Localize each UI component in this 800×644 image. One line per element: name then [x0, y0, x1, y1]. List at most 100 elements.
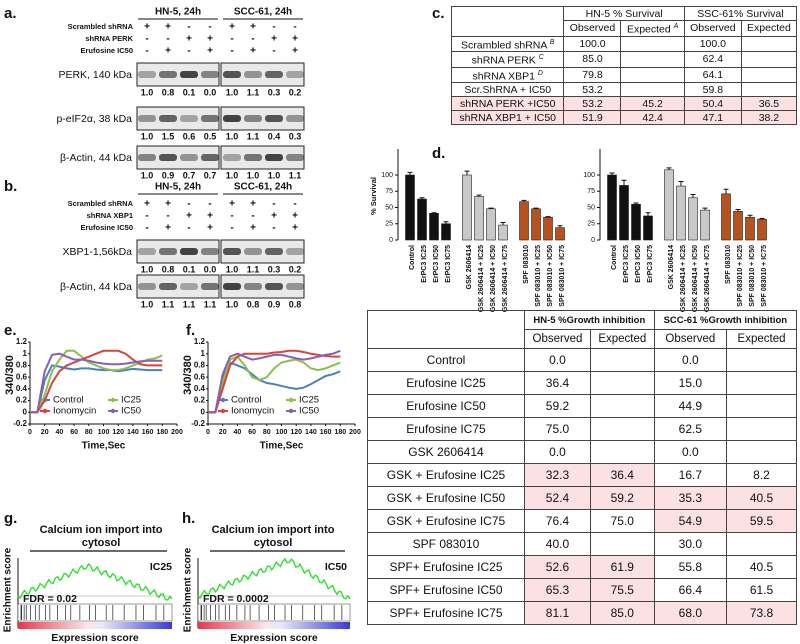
subheader-text: Expected — [747, 22, 791, 35]
table-cell: 79.8 — [563, 66, 622, 83]
table-row: shRNA XBP1 D 79.8 64.1 — [450, 66, 798, 83]
condition-sign: - — [272, 46, 275, 57]
table-cell: 44.9 — [653, 394, 728, 418]
legend-marker — [220, 408, 226, 414]
condition-label: Erufosine IC50 — [80, 46, 133, 55]
table-cell — [620, 66, 685, 83]
table-cell: 15.0 — [653, 371, 728, 395]
blot-band — [201, 248, 219, 255]
table-cell — [589, 417, 655, 441]
y-tick-label: 1 — [201, 349, 206, 358]
x-tick-label: SPF 083010 + IC75 — [761, 245, 768, 307]
error-bar — [533, 207, 539, 209]
corner-cell — [367, 310, 525, 349]
blot-band — [180, 283, 198, 290]
x-tick-label: 140 — [127, 429, 139, 436]
table-row: Control 0.0 0.0 — [367, 348, 797, 372]
group-header: SCC-61 %Growth inhibition — [653, 310, 798, 330]
table-row: Scrambled shRNA B 100.0 100.0 — [450, 35, 798, 52]
condition-sign: + — [165, 223, 171, 234]
table-cell: 73.8 — [726, 601, 797, 625]
error-bar — [759, 218, 765, 220]
table-cell — [740, 35, 798, 52]
x-tick-label: 160 — [320, 429, 332, 436]
table-cell: 59.8 — [683, 82, 742, 97]
row-label: SPF+ Erufosine IC25 — [367, 555, 525, 579]
bar — [643, 215, 653, 241]
band-quant: 0.3 — [268, 264, 281, 274]
table-cell: 61.9 — [589, 555, 655, 579]
row-label-text: shRNA XBP1 + IC50 — [459, 111, 557, 124]
table-cell — [726, 532, 797, 556]
y-tick-label: 1.2 — [16, 337, 28, 346]
blot-band — [138, 283, 156, 290]
table-row: Erufosine IC75 75.0 62.5 — [367, 417, 797, 441]
y-axis-label: % Survival — [369, 177, 378, 215]
series-line — [208, 355, 341, 414]
row-label: SPF 083010 — [367, 532, 525, 556]
blot-band — [244, 283, 262, 290]
row-label: SPF+ Erufosine IC75 — [367, 601, 525, 625]
band-label: β-Actin, 44 kDa — [60, 152, 132, 164]
y-axis-label: Enrichment score — [3, 547, 14, 632]
x-tick-label: 200 — [349, 429, 361, 436]
band-quant: 0.3 — [268, 87, 281, 97]
blot-band — [286, 154, 304, 161]
subheader-text: Expected — [626, 23, 671, 36]
blot-band — [286, 71, 304, 78]
group-header: HN-5 % Survival — [563, 6, 685, 21]
band-quant: 0.1 — [183, 87, 196, 97]
x-tick-label: GSK 2606414 + IC25 — [680, 245, 687, 312]
table-cell: 61.5 — [726, 578, 797, 602]
blot-group: HN-5, 24h — [155, 182, 201, 193]
row-label: Erufosine IC75 — [367, 417, 525, 441]
y-tick-label: 0.6 — [16, 372, 28, 381]
band-quant: 0.8 — [162, 264, 175, 274]
band-quant: 1.1 — [183, 299, 196, 309]
table-cell — [740, 51, 798, 68]
table-cell: 85.0 — [563, 51, 622, 68]
row-label: Erufosine IC25 — [367, 371, 525, 395]
error-bar — [488, 207, 494, 209]
subheader: Observed — [524, 329, 591, 349]
blot-band — [201, 283, 219, 290]
condition-sign: + — [292, 46, 298, 57]
blot-band — [159, 248, 177, 255]
table-row: Scr.ShRNA + IC50 53.2 59.8 — [450, 82, 798, 97]
bar — [543, 216, 553, 241]
footnote-mark: D — [537, 69, 543, 77]
panel-label: e. — [4, 322, 17, 339]
panel-label: b. — [4, 178, 17, 195]
x-tick-label: SPF 083010 — [523, 245, 530, 284]
table-cell: 64.1 — [683, 66, 742, 83]
group-header: SSC-61% Survival — [683, 6, 798, 21]
condition-sign: - — [208, 22, 211, 33]
row-label: Scrambled shRNA B — [450, 35, 565, 52]
blot-band — [159, 154, 177, 161]
enrichment-curve — [17, 562, 173, 601]
condition-label: Scrambled shRNA — [68, 199, 134, 208]
y-tick-label: 25 — [385, 221, 393, 228]
table-cell — [726, 371, 797, 395]
band-quant: 1.0 — [141, 299, 154, 309]
blot-box — [220, 106, 305, 131]
condition-sign: + — [292, 211, 298, 222]
table-row: SPF 083010 40.0 30.0 — [367, 532, 797, 556]
band-quant: 0.8 — [247, 299, 260, 309]
row-label: GSK + Erufosine IC50 — [367, 486, 525, 510]
y-tick-label: 0.8 — [194, 361, 206, 370]
corner-cell — [450, 6, 565, 37]
band-quant: 1.0 — [226, 131, 239, 141]
bar — [607, 174, 617, 241]
blot-band — [138, 154, 156, 161]
bar — [417, 198, 427, 241]
footnote-mark: A — [673, 23, 679, 30]
blot-band — [244, 71, 262, 78]
condition-sign: + — [250, 223, 256, 234]
x-tick-label: ErPC3 IC75 — [647, 245, 654, 283]
gsea-label: IC25 — [150, 561, 172, 573]
band-quant: 0.0 — [204, 264, 217, 274]
band-quant: 1.5 — [162, 131, 175, 141]
x-tick-label: ErPC3 IC50 — [635, 245, 642, 283]
blot-band — [286, 115, 304, 122]
